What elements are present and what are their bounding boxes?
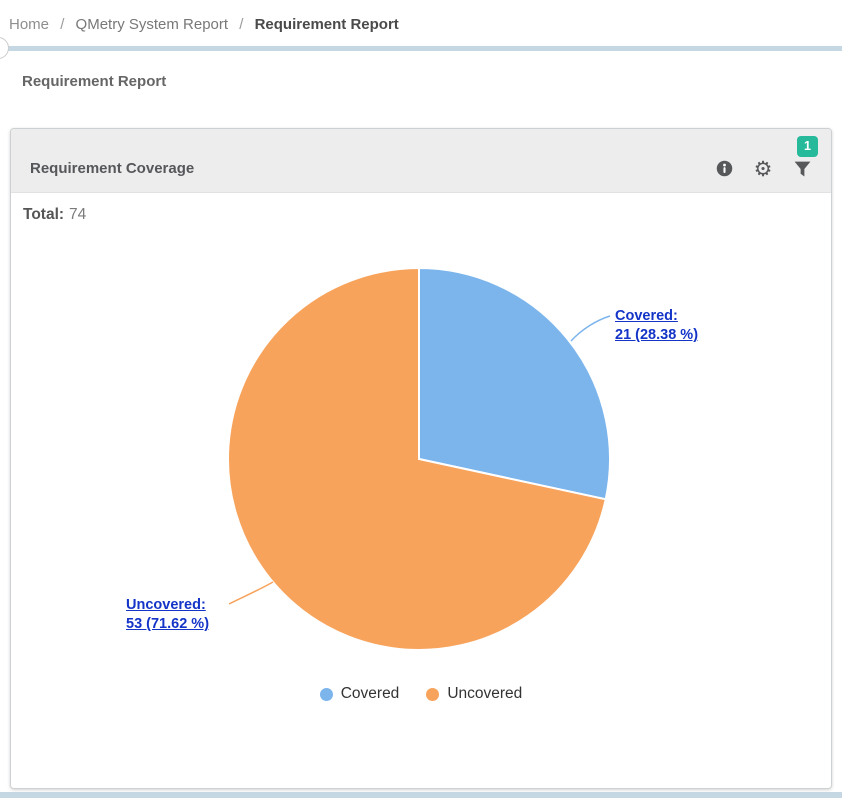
pie-chart-svg xyxy=(227,266,611,651)
breadcrumb-separator: / xyxy=(239,16,244,33)
covered-value-link[interactable]: 21 (28.38 %) xyxy=(615,327,699,343)
breadcrumb-qmetry-system-report[interactable]: QMetry System Report xyxy=(75,16,229,33)
uncovered-data-label: Uncovered: 53 (71.62 %) xyxy=(126,596,209,634)
chart-legend: Covered Uncovered xyxy=(11,685,831,703)
uncovered-swatch xyxy=(426,687,440,701)
legend-item-covered[interactable]: Covered xyxy=(319,685,400,703)
pie-slice-covered[interactable] xyxy=(418,266,611,501)
total-value: 74 xyxy=(69,206,87,223)
header-divider xyxy=(0,37,842,59)
breadcrumb-home[interactable]: Home xyxy=(9,16,50,33)
requirement-coverage-panel: Requirement Coverage ⚙ 1 Total: 74 xyxy=(10,128,832,789)
breadcrumb: Home / QMetry System Report / Requiremen… xyxy=(0,0,842,35)
pie-slice-uncovered[interactable] xyxy=(227,266,607,651)
panel-body: Total: 74 Covered: 21 (28.38 %) Uncovered… xyxy=(11,193,831,788)
legend-label-covered: Covered xyxy=(340,685,400,702)
total-line: Total: 74 xyxy=(23,206,86,224)
panel-header: Requirement Coverage ⚙ 1 xyxy=(11,129,831,193)
uncovered-connector-line xyxy=(228,581,274,605)
legend-label-uncovered: Uncovered xyxy=(447,685,523,702)
total-label: Total: xyxy=(23,206,65,223)
breadcrumb-separator: / xyxy=(60,16,65,33)
covered-connector-line xyxy=(570,315,611,342)
bottom-divider xyxy=(0,792,842,798)
covered-swatch xyxy=(319,687,333,701)
filter-count-badge: 1 xyxy=(797,135,818,157)
legend-item-uncovered[interactable]: Uncovered xyxy=(426,685,522,703)
collapse-handle[interactable] xyxy=(0,37,9,59)
uncovered-value-link[interactable]: 53 (71.62 %) xyxy=(126,616,210,632)
covered-label-link[interactable]: Covered: xyxy=(615,308,678,324)
pie-chart: Covered: 21 (28.38 %) Uncovered: 53 (71.… xyxy=(11,193,831,788)
page-title: Requirement Report xyxy=(22,73,167,90)
info-icon[interactable] xyxy=(714,159,734,179)
panel-title: Requirement Coverage xyxy=(30,160,195,177)
gear-icon[interactable]: ⚙ xyxy=(753,156,773,181)
breadcrumb-current: Requirement Report xyxy=(254,16,399,33)
covered-data-label: Covered: 21 (28.38 %) xyxy=(615,307,698,345)
panel-actions: ⚙ 1 xyxy=(714,135,818,181)
filter-icon[interactable]: 1 xyxy=(792,135,818,179)
uncovered-label-link[interactable]: Uncovered: xyxy=(126,597,206,613)
